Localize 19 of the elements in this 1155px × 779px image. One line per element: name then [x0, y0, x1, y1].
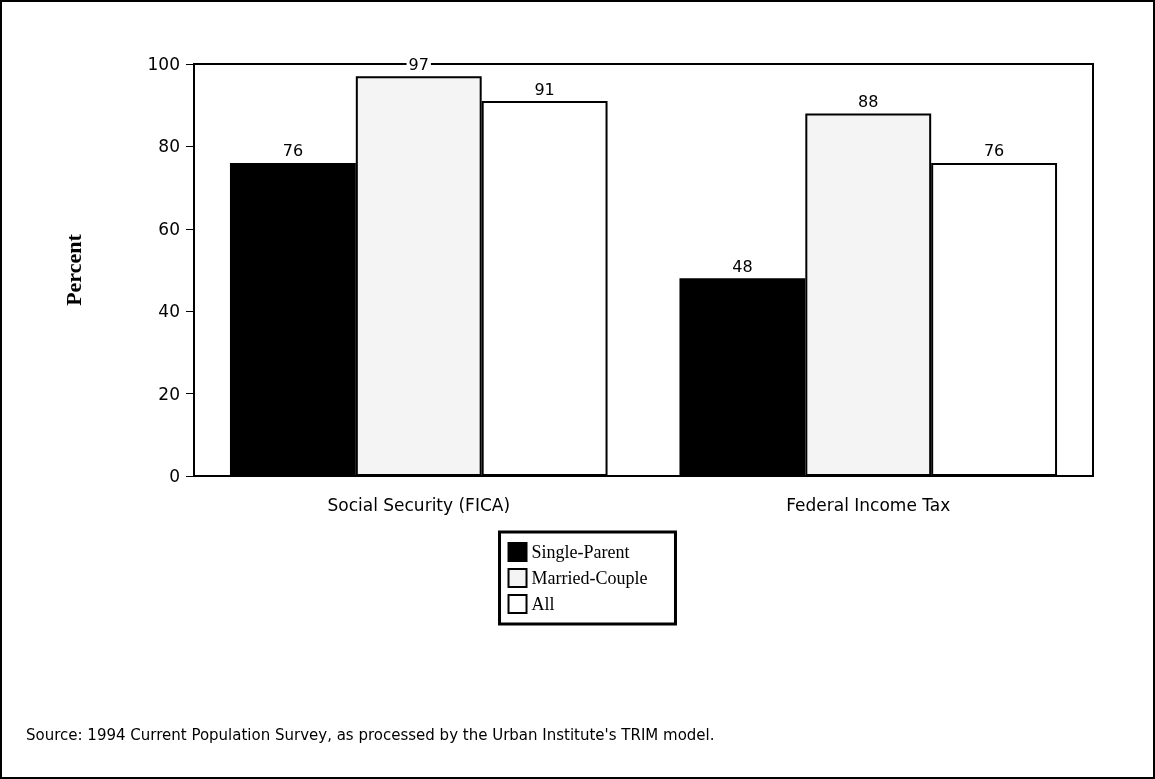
data-label: 97 [408, 54, 429, 74]
y-tick-label: 0 [169, 466, 180, 486]
x-tick-label: Social Security (FICA) [327, 494, 511, 515]
legend-label: Married-Couple [531, 568, 648, 588]
y-tick-label: 80 [158, 136, 180, 157]
data-label: 76 [282, 141, 304, 161]
y-tick-label: 20 [158, 383, 180, 404]
data-label: 88 [858, 91, 879, 111]
y-tick-label: 40 [158, 301, 180, 322]
y-axis-title: Percent [60, 233, 86, 306]
source-note: Source: 1994 Current Population Survey, as processed by the Urban Institute's TRIM model. [26, 725, 715, 744]
data-label: 76 [983, 141, 1005, 161]
data-label: 48 [732, 256, 753, 276]
legend-label: All [531, 594, 555, 614]
data-label: 91 [534, 79, 555, 99]
y-tick-label: 100 [147, 54, 180, 74]
legend-label: Single-Parent [531, 542, 630, 562]
x-tick-label: Federal Income Tax [786, 494, 951, 515]
y-tick-label: 60 [158, 218, 180, 239]
